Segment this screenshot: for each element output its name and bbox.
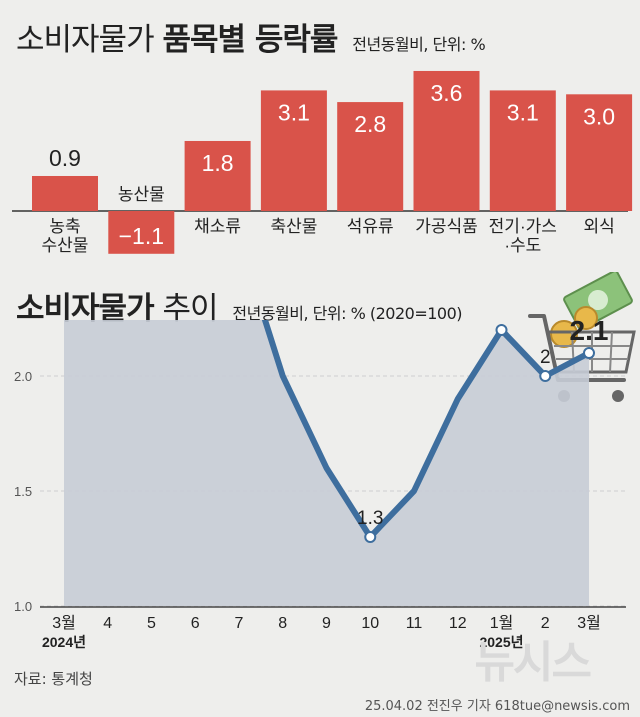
x-tick-label: 6: [191, 615, 200, 632]
y-tick-label: 1.5: [14, 484, 32, 499]
bar-value-label: 3.1: [507, 99, 539, 125]
x-tick-label: 10: [361, 615, 379, 632]
bar: [337, 102, 404, 211]
bar-category-label: 외식: [583, 217, 614, 236]
watermark: 뉴시스: [474, 637, 592, 688]
point-value-label: 2: [540, 347, 551, 368]
bar: [32, 175, 98, 211]
top-chart-title: 소비자물가 품목별 등락률 전년동월비, 단위: %: [16, 14, 486, 59]
top-title-light: 소비자물가: [16, 22, 155, 58]
bar-value-label: 0.9: [49, 145, 81, 171]
x-tick-label: 8: [278, 615, 287, 632]
point-value-label: 1.3: [357, 508, 383, 529]
x-tick-label: 3월: [577, 614, 601, 632]
bar-value-label: −1.1: [119, 223, 164, 249]
area-fill: [64, 320, 589, 606]
source-note: 자료: 통계청: [14, 670, 93, 688]
x-tick-label: 12: [449, 615, 467, 632]
point-value-label: 2.1: [570, 320, 609, 346]
bar-value-label: 3.6: [431, 80, 463, 106]
data-point: [364, 531, 377, 543]
x-tick-label: 3월: [52, 614, 76, 632]
data-point: [539, 370, 552, 382]
top-title-bold: 품목별 등락률: [162, 22, 338, 58]
bar-category-label: 농산물: [118, 185, 165, 204]
bottom-title-unit: 전년동월비, 단위: % (2020=100): [232, 304, 463, 323]
credit-line: 25.04.02 전진우 기자 618tue@newsis.com: [364, 699, 630, 714]
bar-category-label: ·수도: [504, 236, 541, 255]
bar: [413, 70, 480, 212]
cpi-trend-chart: 1.01.52.02.53.03.12.42.61.32.222.13월4567…: [14, 320, 626, 650]
year-label: 2024년: [42, 634, 86, 650]
bar-value-label: 3.1: [278, 99, 310, 125]
x-tick-label: 5: [147, 615, 156, 632]
data-point: [583, 347, 595, 359]
bar-category-label: 석유류: [347, 217, 394, 236]
point-value-label: 2.2: [488, 320, 514, 322]
bar: [489, 90, 556, 211]
bar-category-label: 축산물: [270, 217, 317, 236]
bar-value-label: 1.8: [202, 150, 234, 176]
bar-category-label: 가공식품: [415, 217, 478, 236]
y-tick-label: 2.0: [14, 369, 32, 384]
x-tick-label: 9: [322, 615, 331, 632]
bar-value-label: 3.0: [583, 103, 615, 129]
year-label: 2025년: [479, 634, 523, 650]
data-point: [495, 324, 508, 336]
bar: [108, 211, 175, 254]
x-tick-label: 7: [235, 615, 244, 632]
y-tick-label: 1.0: [14, 599, 32, 614]
bar: [566, 94, 633, 211]
x-tick-label: 11: [406, 615, 423, 632]
x-tick-label: 1월: [490, 614, 514, 632]
bar-category-label: 전기·가스: [489, 217, 557, 236]
bar-category-label: 수산물: [42, 236, 89, 255]
bar-category-label: 농축: [49, 217, 80, 236]
bar-value-label: 2.8: [354, 111, 386, 137]
bar: [184, 140, 251, 211]
x-tick-label: 2: [541, 615, 550, 632]
bar-category-label: 채소류: [194, 217, 241, 236]
x-tick-label: 4: [103, 615, 112, 632]
bar: [260, 90, 327, 211]
top-title-unit: 전년동월비, 단위: %: [352, 35, 486, 54]
